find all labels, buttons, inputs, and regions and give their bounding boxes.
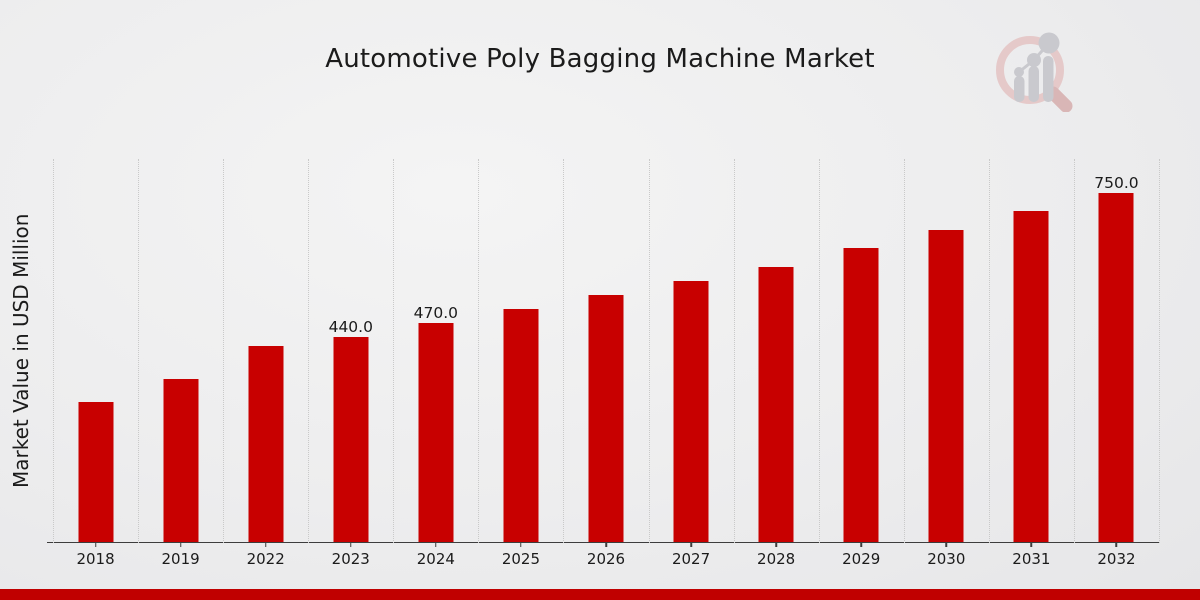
- vertical-gridline: [478, 159, 480, 543]
- x-axis-line: [47, 541, 1160, 543]
- x-tick-label-2023: 2023: [331, 550, 370, 568]
- vertical-gridline: [818, 159, 820, 543]
- x-axis-tick: [1030, 543, 1033, 547]
- x-axis-tick: [179, 543, 182, 547]
- x-tick-label-2029: 2029: [842, 550, 881, 568]
- bar-2019: [163, 378, 199, 542]
- magnifier-bar-chart-logo-icon: [996, 32, 1073, 112]
- vertical-gridline: [903, 159, 905, 543]
- logo-bar-short: [1014, 76, 1025, 102]
- x-tick-label-2026: 2026: [586, 550, 626, 568]
- x-axis-tick: [690, 543, 692, 547]
- x-tick-label-2030: 2030: [927, 550, 966, 568]
- x-tick-label-2018: 2018: [76, 550, 115, 568]
- logo-bar-tall: [1043, 56, 1054, 102]
- vertical-gridline: [733, 159, 735, 543]
- bar-2024: [418, 322, 454, 542]
- x-tick-label-2028: 2028: [757, 550, 796, 568]
- x-tick-label-2032: 2032: [1097, 550, 1136, 568]
- y-axis-label: Market Value in USD Million: [9, 213, 33, 489]
- bar-2029: [843, 248, 879, 542]
- logo-trend-dot-small: [1014, 67, 1024, 77]
- bar-2026: [588, 295, 624, 542]
- x-axis-tick: [605, 543, 607, 547]
- logo-trend-dot-medium: [1027, 53, 1041, 67]
- x-axis-tick: [945, 543, 948, 547]
- logo-trend-dot-large: [1038, 32, 1060, 54]
- x-tick-label-2031: 2031: [1012, 550, 1051, 568]
- x-tick-label-2027: 2027: [671, 550, 711, 568]
- bar-2022: [248, 346, 284, 542]
- bar-2027: [673, 281, 709, 542]
- vertical-gridline: [308, 159, 310, 543]
- vertical-gridline: [393, 159, 395, 543]
- bar-2023: [333, 336, 369, 542]
- x-axis-tick: [520, 543, 522, 547]
- bar-2018: [78, 402, 114, 542]
- bottom-brand-stripe: [0, 589, 1200, 600]
- bar-value-label-2023: 440.0: [328, 317, 373, 336]
- chart-title: Automotive Poly Bagging Machine Market: [325, 44, 875, 74]
- x-axis-tick: [94, 543, 97, 547]
- bar-2030: [928, 229, 964, 542]
- x-tick-label-2019: 2019: [161, 550, 200, 568]
- logo-magnifier-handle: [1046, 86, 1073, 112]
- x-axis-tick: [350, 543, 352, 547]
- bar-2031: [1013, 211, 1049, 542]
- vertical-gridline: [988, 159, 990, 543]
- bar-2025: [503, 309, 539, 542]
- x-tick-label-2025: 2025: [501, 550, 541, 568]
- vertical-gridline: [53, 159, 54, 543]
- bar-2028: [758, 267, 794, 542]
- vertical-gridline: [138, 159, 140, 543]
- logo-bar-medium: [1028, 66, 1039, 102]
- x-axis-tick: [860, 543, 862, 547]
- vertical-gridline: [648, 159, 650, 543]
- x-tick-label-2022: 2022: [246, 550, 285, 568]
- x-axis-tick: [775, 543, 777, 547]
- vertical-gridline: [223, 159, 225, 543]
- vertical-gridline: [563, 159, 565, 543]
- vertical-gridline: [1073, 159, 1075, 543]
- x-axis-tick: [435, 543, 437, 547]
- x-axis-tick: [1115, 543, 1118, 547]
- bar-value-label-2032: 750.0: [1094, 173, 1139, 192]
- vertical-gridline: [1159, 159, 1160, 543]
- bar-value-label-2024: 470.0: [413, 303, 459, 322]
- x-tick-label-2024: 2024: [416, 550, 455, 568]
- x-axis-tick: [264, 543, 267, 547]
- plot-area: 2018 2019 2022 440.0 2023 470.0 2024 2025 2026 20…: [47, 159, 1160, 568]
- bar-2032: [1098, 192, 1134, 542]
